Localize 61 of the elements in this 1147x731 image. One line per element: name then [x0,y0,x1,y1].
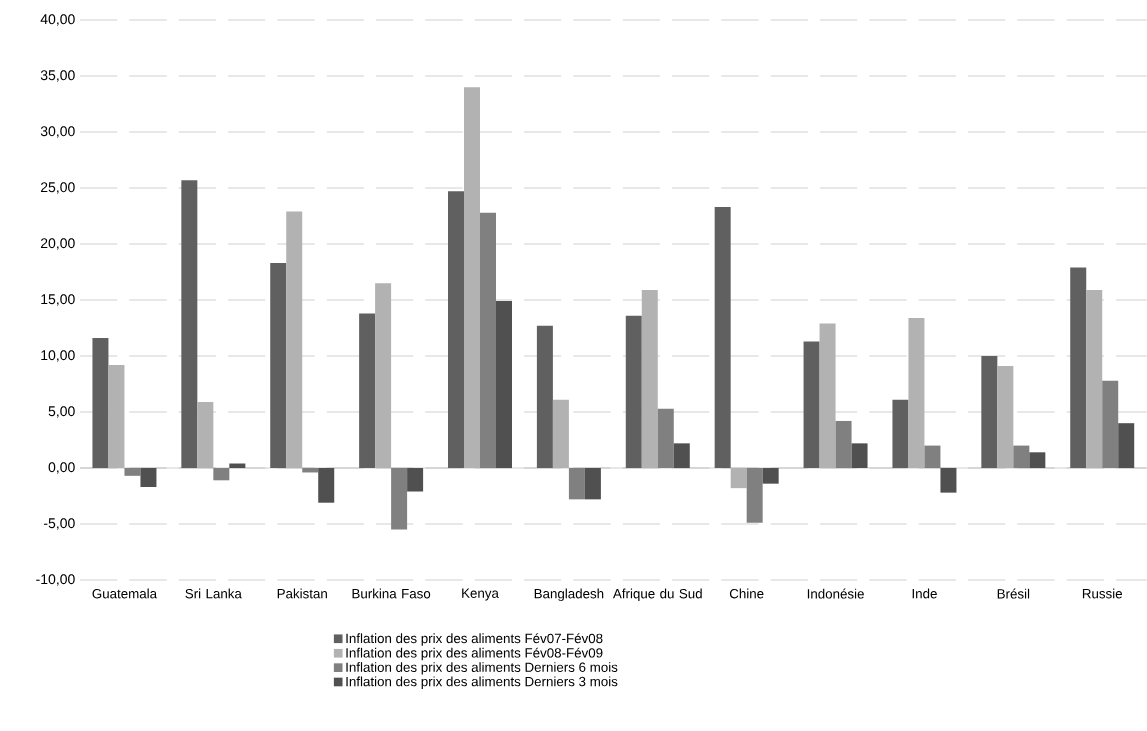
bar [803,341,820,468]
legend-label: Inflation des prix des aliments Fév08-Fév09 [346,647,603,661]
bar [496,301,513,468]
bar [762,467,779,484]
bar [584,467,601,500]
bar [625,315,642,468]
bar [407,467,424,492]
x-tick-label: Afrique du Sud [612,588,702,602]
bar [359,313,376,468]
bar [1013,445,1030,468]
x-tick-label: Inde [912,588,937,599]
bar [92,338,109,468]
x-tick-label: Burkina Faso [352,588,431,599]
legend-label: Inflation des prix des aliments Derniers 6 mois [346,662,618,675]
bar [981,355,998,468]
bar [181,180,198,468]
bar [448,191,464,468]
bar [213,467,230,481]
y-tick-label: 40,00 [40,14,75,26]
y-tick-label: -10,00 [36,574,75,586]
bar [318,467,335,503]
bar [140,467,157,488]
y-tick-label: -5,00 [44,518,75,530]
bar [1029,452,1046,468]
bar [480,212,496,468]
bar [851,443,868,468]
bar [1118,423,1135,468]
bar [746,467,763,523]
bar [568,467,585,500]
y-tick-label: 5,00 [48,406,75,418]
bar [673,443,690,468]
y-tick-label: 35,00 [40,70,75,82]
bar [892,399,909,468]
y-tick-label: 20,00 [40,238,75,250]
bar [1070,267,1087,468]
x-tick-label: Sri Lanka [185,588,242,599]
x-tick-label: Chine [729,588,764,599]
x-tick-label: Kenya [462,588,499,601]
bar [924,445,941,468]
bar [940,467,957,493]
y-tick-label: 30,00 [40,126,75,138]
bar [270,263,287,468]
y-tick-label: 25,00 [40,182,75,194]
bar [657,408,674,468]
x-tick-label: Russie [1082,588,1122,599]
bar [1102,380,1119,468]
legend-label: Inflation des prix des aliments Derniers 3 mois [346,676,618,689]
y-tick-label: 15,00 [41,294,75,306]
bar [124,467,141,476]
legend-label: Inflation des prix des aliments Fév07-Fév08 [346,633,603,646]
y-tick-label: 0,00 [48,462,75,474]
bar [714,207,731,468]
x-tick-label: Pakistan [277,588,327,599]
x-tick-label: Brésil [997,588,1030,599]
bar [835,420,852,468]
x-tick-label: Bangladesh [534,588,604,602]
bar [536,325,553,468]
bar [391,467,408,530]
x-tick-label: Guatemala [92,588,158,599]
x-tick-label: Indonésie [807,588,864,599]
y-tick-label: 10,00 [41,350,75,362]
